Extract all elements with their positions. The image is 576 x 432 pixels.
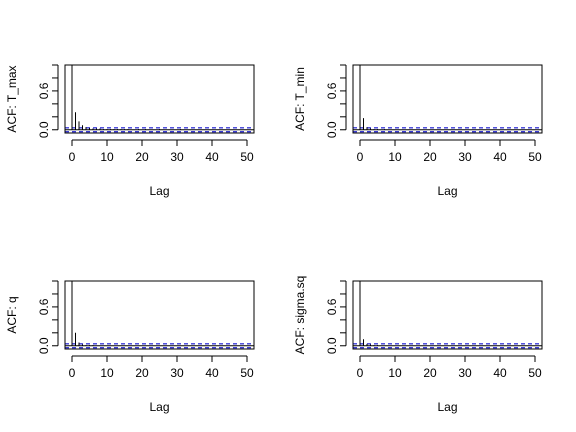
x-tick-label: 50 — [528, 150, 542, 164]
x-tick-label: 0 — [69, 366, 76, 380]
x-tick-label: 30 — [170, 150, 184, 164]
acf-panel-3: 0 10 20 30 40 50 0.0 0.6 Lag ACF: q — [5, 280, 255, 414]
plot-frame — [352, 280, 543, 350]
x-tick-label: 20 — [423, 150, 437, 164]
y-tick-label: 0.0 — [325, 121, 339, 138]
x-axis-title: Lag — [437, 400, 457, 414]
x-tick-label: 50 — [240, 150, 254, 164]
plot-frame — [352, 64, 543, 134]
x-tick-label: 0 — [357, 150, 364, 164]
x-tick-label: 20 — [135, 150, 149, 164]
y-tick-label: 0.6 — [37, 82, 51, 99]
x-tick-label: 10 — [388, 366, 402, 380]
y-tick-label: 0.6 — [37, 298, 51, 315]
x-tick-label: 50 — [528, 366, 542, 380]
x-tick-label: 40 — [493, 150, 507, 164]
acf-panel-2: 0 10 20 30 40 50 0.0 0.6 Lag ACF: T_min — [293, 64, 543, 198]
y-axis-title: ACF: sigma.sq — [293, 276, 307, 355]
x-tick-label: 20 — [135, 366, 149, 380]
x-tick-label: 30 — [458, 150, 472, 164]
x-tick-label: 10 — [388, 150, 402, 164]
x-tick-label: 40 — [205, 150, 219, 164]
x-tick-label: 0 — [357, 366, 364, 380]
plot-frame — [64, 64, 255, 134]
x-tick-label: 40 — [205, 366, 219, 380]
acf-panel-1: 0 10 20 30 40 50 0.0 0.6 Lag ACF: T_max — [5, 64, 255, 198]
y-axis-title: ACF: T_min — [293, 67, 307, 131]
x-axis-title: Lag — [437, 184, 457, 198]
plot-frame — [64, 280, 255, 350]
x-tick-label: 50 — [240, 366, 254, 380]
y-tick-label: 0.0 — [37, 337, 51, 354]
y-tick-label: 0.6 — [325, 298, 339, 315]
x-tick-label: 40 — [493, 366, 507, 380]
x-tick-label: 20 — [423, 366, 437, 380]
x-tick-label: 30 — [458, 366, 472, 380]
acf-panel-4: 0 10 20 30 40 50 0.0 0.6 Lag ACF: sigma.sq — [293, 276, 543, 414]
y-axis-title: ACF: T_max — [5, 65, 19, 132]
x-tick-label: 10 — [100, 366, 114, 380]
x-tick-label: 0 — [69, 150, 76, 164]
y-tick-label: 0.0 — [37, 121, 51, 138]
y-tick-label: 0.0 — [325, 337, 339, 354]
y-axis-title: ACF: q — [5, 296, 19, 333]
y-tick-label: 0.6 — [325, 82, 339, 99]
x-tick-label: 10 — [100, 150, 114, 164]
x-tick-label: 30 — [170, 366, 184, 380]
x-axis-title: Lag — [149, 400, 169, 414]
x-axis-title: Lag — [149, 184, 169, 198]
